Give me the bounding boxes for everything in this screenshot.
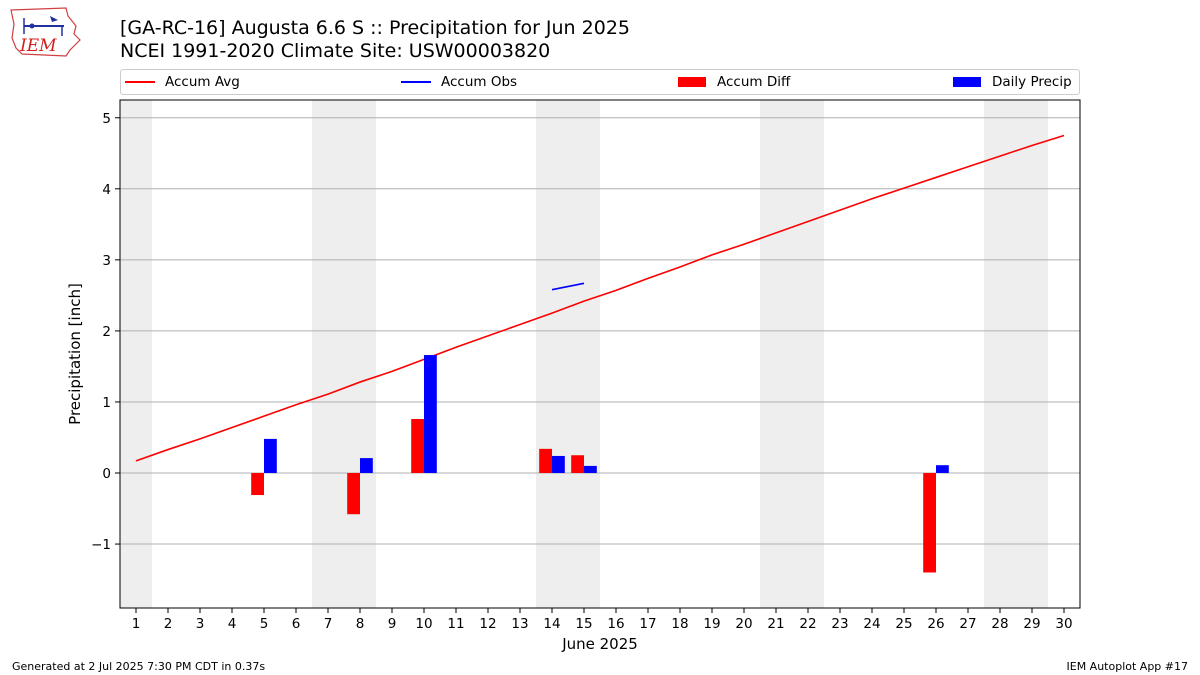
x-tick-label: 21 <box>767 616 784 632</box>
logo-text: IEM <box>19 36 57 56</box>
accum-avg-line <box>135 134 1065 462</box>
legend-line-swatch <box>125 81 155 83</box>
daily-precip-bar <box>424 355 437 474</box>
accum-diff-bar <box>571 455 584 474</box>
daily-precip-bar <box>936 465 949 474</box>
x-tick-label: 27 <box>959 616 976 632</box>
x-tick-label: 3 <box>196 616 205 632</box>
x-tick-label: 8 <box>356 616 365 632</box>
weekend-shade <box>760 100 824 608</box>
accum-diff-bar <box>539 448 552 474</box>
legend-label: Accum Diff <box>717 74 791 90</box>
accum-diff-bar <box>923 473 936 573</box>
y-tick-label: 3 <box>102 253 111 269</box>
daily-precip-bar <box>264 438 277 474</box>
accum-obs-line <box>551 282 585 291</box>
legend-box-swatch <box>953 77 981 87</box>
footer-app-text: IEM Autoplot App #17 <box>1066 660 1189 673</box>
chart-legend: Accum Avg Accum Obs Accum Diff Daily Pre… <box>120 69 1080 95</box>
y-axis-label: Precipitation [inch] <box>66 283 84 425</box>
legend-line-swatch <box>401 81 431 83</box>
x-tick-label: 22 <box>799 616 816 632</box>
daily-precip-bar <box>360 458 373 474</box>
legend-item-accum-obs: Accum Obs <box>401 70 517 94</box>
y-tick-label: 0 <box>102 466 111 482</box>
plot-frame <box>119 99 1081 609</box>
iem-logo-icon: IEM <box>10 7 81 57</box>
x-tick-label: 28 <box>991 616 1008 632</box>
x-tick-label: 19 <box>703 616 720 632</box>
x-tick-label: 12 <box>479 616 496 632</box>
x-tick-label: 6 <box>292 616 301 632</box>
x-tick-label: 7 <box>324 616 333 632</box>
x-tick-label: 16 <box>607 616 624 632</box>
x-tick-label: 25 <box>895 616 912 632</box>
x-tick-label: 14 <box>543 616 560 632</box>
x-tick-label: 30 <box>1055 616 1072 632</box>
legend-item-accum-avg: Accum Avg <box>125 70 240 94</box>
y-tick-label: 1 <box>102 395 111 411</box>
accum-diff-bar <box>411 419 424 474</box>
accum-diff-bar <box>251 473 264 496</box>
x-tick-label: 29 <box>1023 616 1040 632</box>
x-tick-label: 24 <box>863 616 880 632</box>
accum-diff-bar <box>347 473 360 515</box>
x-tick-label: 13 <box>511 616 528 632</box>
y-tick-label: −1 <box>91 537 111 553</box>
daily-precip-bar <box>584 465 597 474</box>
x-tick-label: 10 <box>415 616 432 632</box>
legend-box-swatch <box>678 77 706 87</box>
legend-item-accum-diff: Accum Diff <box>678 70 790 94</box>
y-tick-label: 2 <box>102 324 111 340</box>
x-tick-label: 23 <box>831 616 848 632</box>
x-tick-label: 4 <box>228 616 237 632</box>
weekend-shade <box>984 100 1048 608</box>
weekend-shade <box>312 100 376 608</box>
x-tick-label: 2 <box>164 616 173 632</box>
legend-label: Accum Avg <box>165 74 240 90</box>
y-tick-label: 5 <box>102 111 111 127</box>
x-tick-label: 1 <box>132 616 141 632</box>
x-tick-label: 5 <box>260 616 269 632</box>
daily-precip-bar <box>552 455 565 474</box>
weekend-shade <box>536 100 600 608</box>
y-tick-label: 4 <box>102 182 111 198</box>
legend-label: Daily Precip <box>992 74 1072 90</box>
x-tick-label: 20 <box>735 616 752 632</box>
legend-item-daily-precip: Daily Precip <box>953 70 1072 94</box>
x-tick-label: 9 <box>388 616 397 632</box>
x-tick-label: 26 <box>927 616 944 632</box>
x-tick-label: 18 <box>671 616 688 632</box>
x-tick-label: 11 <box>447 616 464 632</box>
chart-title: [GA-RC-16] Augusta 6.6 S :: Precipitatio… <box>120 17 630 39</box>
footer-generated-text: Generated at 2 Jul 2025 7:30 PM CDT in 0… <box>12 660 266 673</box>
chart-subtitle: NCEI 1991-2020 Climate Site: USW00003820 <box>120 40 551 62</box>
x-axis-label: June 2025 <box>561 635 638 653</box>
x-tick-label: 17 <box>639 616 656 632</box>
weekend-shade <box>120 100 152 608</box>
x-tick-label: 15 <box>575 616 592 632</box>
legend-label: Accum Obs <box>441 74 518 90</box>
